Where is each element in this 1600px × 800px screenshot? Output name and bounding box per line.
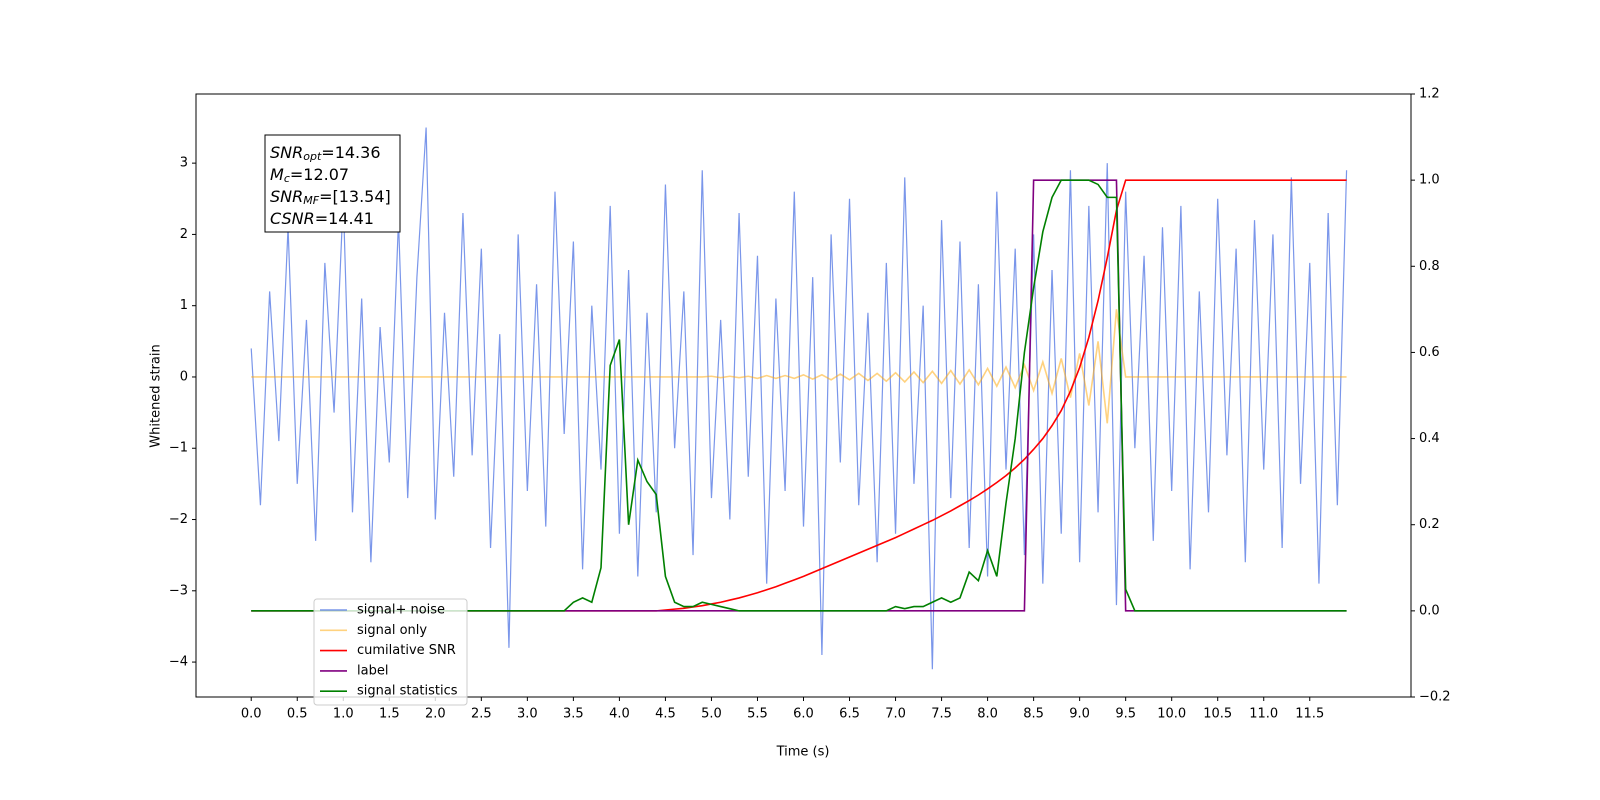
x-tick-label: 9.0 [1069,707,1090,722]
plot-area [250,127,1348,670]
annotation-value: =14.36 [321,143,380,162]
y2-tick-label: 0.6 [1419,345,1440,360]
x-tick-label: 7.0 [885,707,906,722]
y-tick-label: 0 [180,369,188,384]
annotation-sub: opt [303,150,322,163]
x-tick-label: 11.5 [1295,707,1324,722]
annotation: CSNR=14.41 [270,209,374,228]
x-tick-label: 1.5 [379,707,400,722]
annotation-sub: MF [303,194,319,207]
series-line [250,127,1348,670]
y2-tick-label: 0.0 [1419,603,1440,618]
annotation: SNRopt=14.36 [270,143,381,164]
y-tick-label: 2 [180,227,188,242]
x-tick-label: 3.5 [563,707,584,722]
annotation-main: M [270,165,284,184]
x-tick-label: 3.0 [517,707,538,722]
x-tick-label: 9.5 [1115,707,1136,722]
y2-tick-label: 0.2 [1419,517,1440,532]
annotation-box [264,134,401,233]
legend-label: cumilative SNR [357,643,456,658]
x-tick-label: 8.0 [977,707,998,722]
x-tick-label: 11.0 [1249,707,1278,722]
y2-tick-label: 1.0 [1419,173,1440,188]
series-line [251,309,1347,424]
annotation: Mc=12.07 [270,165,349,186]
x-tick-label: 4.5 [655,707,676,722]
y-tick-label: 3 [180,156,188,171]
annotation-main: CSNR [270,209,315,228]
x-tick-label: 10.5 [1203,707,1232,722]
x-tick-label: 10.0 [1157,707,1186,722]
x-tick-label: 2.0 [425,707,446,722]
annotation-value: =[13.54] [319,187,391,206]
y-tick-label: −3 [169,583,188,598]
annotation-sub: c [284,172,290,185]
x-tick-label: 6.5 [839,707,860,722]
legend-box [313,598,468,706]
x-tick-label: 0.0 [241,707,262,722]
y2-tick-label: 0.4 [1419,431,1440,446]
x-tick-label: 2.5 [471,707,492,722]
x-tick-label: 1.0 [333,707,354,722]
y-axis-label: Whitened strain [149,344,164,447]
legend-label: signal statistics [357,684,458,699]
y-tick-label: −1 [169,441,188,456]
y2-tick-label: 0.8 [1419,259,1440,274]
x-tick-label: 4.0 [609,707,630,722]
y-tick-label: −4 [169,655,188,670]
y-tick-label: 1 [180,298,188,313]
annotation: SNRMF=[13.54] [270,187,391,208]
y-tick-label: −2 [169,512,188,527]
x-tick-label: 6.0 [793,707,814,722]
annotation-value: =14.41 [315,209,374,228]
x-axis-label: Time (s) [776,745,830,760]
y2-tick-label: −0.2 [1419,690,1451,705]
legend-label: label [357,663,388,678]
y2-tick-label: 1.2 [1419,87,1440,102]
x-tick-label: 5.5 [747,707,768,722]
x-tick-label: 0.5 [287,707,308,722]
legend-label: signal+ noise [357,603,445,618]
annotation-value: =12.07 [290,165,349,184]
x-tick-label: 8.5 [1023,707,1044,722]
annotation-main: SNR [270,143,303,162]
x-tick-label: 5.0 [701,707,722,722]
annotation-main: SNR [270,187,303,206]
legend-label: signal only [357,623,427,638]
x-tick-label: 7.5 [931,707,952,722]
